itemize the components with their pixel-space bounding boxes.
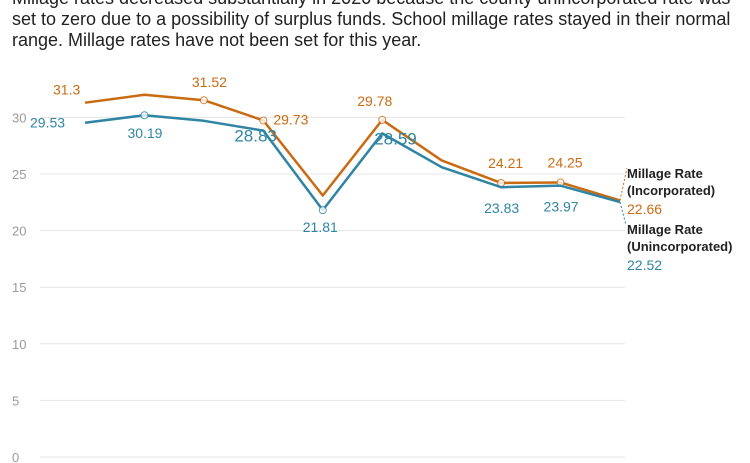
series-line-unincorporated	[84, 113, 621, 212]
data-point-marker	[259, 116, 268, 125]
data-label: 31.3	[53, 82, 80, 98]
data-label: 29.73	[273, 111, 308, 127]
data-label: 29.53	[30, 115, 65, 131]
data-point-marker	[378, 115, 387, 124]
chart-caption: Millage rates decreased substantially in…	[12, 0, 731, 50]
data-point-marker	[140, 111, 149, 120]
data-label: 23.83	[484, 200, 519, 216]
data-label: 31.52	[192, 74, 227, 90]
data-label: 29.78	[357, 93, 392, 109]
data-label: 28.59	[374, 129, 417, 148]
data-label: 23.97	[544, 199, 579, 215]
y-tick-label: 25	[12, 167, 26, 182]
leader-line	[619, 201, 627, 226]
y-tick-label: 15	[12, 280, 26, 295]
end-value-label: 22.52	[627, 257, 662, 273]
data-label: 28.83	[234, 127, 277, 146]
series-line-incorporated	[84, 93, 621, 202]
end-value-label: 22.66	[627, 201, 662, 217]
series-label: (Incorporated)	[627, 183, 715, 198]
data-label: 21.81	[303, 219, 338, 235]
y-tick-label: 5	[12, 393, 19, 408]
series	[84, 93, 621, 215]
gridlines	[40, 116, 625, 458]
series-label: Millage Rate	[627, 222, 703, 237]
data-label: 24.21	[488, 155, 523, 171]
y-tick-label: 0	[12, 450, 19, 463]
y-axis: 0 5 10 15 20 25 30	[12, 110, 26, 463]
data-labels: 31.3 31.52 29.73 29.78 24.21 24.25 Millage Rat…	[30, 74, 732, 273]
data-point-marker	[318, 206, 327, 215]
series-label: Millage Rate	[627, 166, 703, 181]
y-tick-label: 20	[12, 224, 26, 239]
leader-line	[619, 167, 628, 201]
data-point-marker	[199, 96, 208, 105]
y-tick-label: 10	[12, 337, 26, 352]
y-tick-label: 30	[12, 110, 26, 125]
series-label: (Unincorporated)	[627, 239, 732, 254]
data-label: 24.25	[548, 154, 583, 170]
data-label: 30.19	[127, 125, 162, 141]
